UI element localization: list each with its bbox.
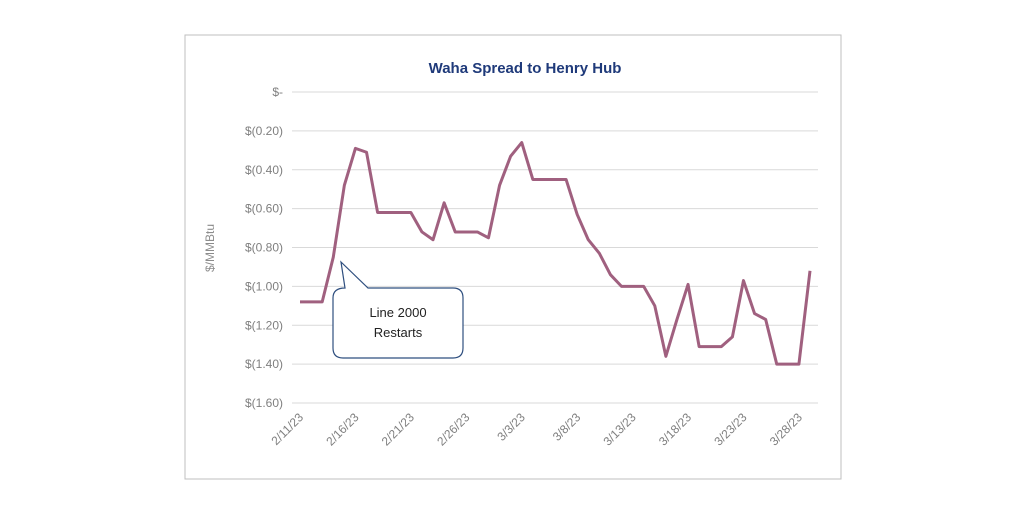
y-tick-label: $-: [272, 85, 283, 99]
y-tick-label: $(0.60): [245, 202, 283, 216]
y-tick-label: $(1.40): [245, 357, 283, 371]
y-tick-label: $(1.20): [245, 318, 283, 332]
annotation-line: Line 2000: [369, 305, 426, 320]
y-tick-label: $(0.40): [245, 163, 283, 177]
data-line: [300, 141, 812, 366]
callout-box: [332, 260, 464, 359]
y-tick-label: $(0.80): [245, 241, 283, 255]
chart-title: Waha Spread to Henry Hub: [429, 60, 622, 77]
y-tick-label: $(1.00): [245, 279, 283, 293]
chart-frame: [184, 34, 842, 480]
y-tick-label: $(1.60): [245, 396, 283, 410]
y-tick-label: $(0.20): [245, 124, 283, 138]
y-axis-label: $/MMBtu: [203, 224, 217, 272]
annotation-line: Restarts: [374, 325, 423, 340]
